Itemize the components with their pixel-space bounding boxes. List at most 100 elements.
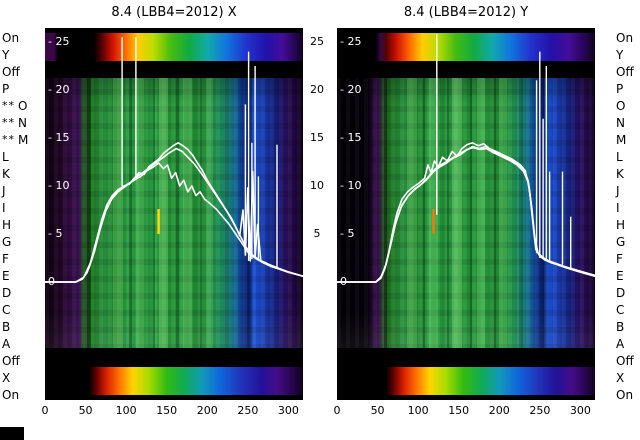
y-tick-inner: 0 xyxy=(48,275,55,288)
channel-label-a-18: A xyxy=(616,337,640,351)
channel-labels-right: On Y Off P O N M L K J I H G F E D C B A Off X On xyxy=(616,31,640,402)
channel-label-off-19: Off xyxy=(2,354,42,368)
channel-label-text: H xyxy=(616,218,626,232)
channel-label-text: I xyxy=(2,201,6,215)
channel-label-text: L xyxy=(616,150,623,164)
x-tick-label: 150 xyxy=(448,404,470,417)
x-tick-label: 100 xyxy=(407,404,429,417)
y-axis-gap-labels: 25 20 15 10 5 xyxy=(299,28,335,400)
channel-label-text: X xyxy=(2,371,11,385)
plot-title-x: 8.4 (LBB4=2012) X xyxy=(111,5,237,20)
channel-label-text: P xyxy=(616,82,624,96)
heatmap-stripe xyxy=(429,78,438,348)
channel-label-off-2: Off xyxy=(2,65,42,79)
x-tick-label: 50 xyxy=(78,404,93,417)
channel-label-text: X xyxy=(616,371,625,385)
heatmap-stripe xyxy=(176,78,179,348)
heatmap-stripe xyxy=(182,78,192,348)
channel-label-e-14: E xyxy=(616,269,640,283)
plot-title-y: 8.4 (LBB4=2012) Y xyxy=(403,5,529,20)
y-tick-inner: 0 xyxy=(340,275,347,288)
heatmap-stripe xyxy=(499,78,507,348)
x-tick-label: 100 xyxy=(115,404,137,417)
channel-label-on-21: On xyxy=(2,388,42,402)
channel-label-n-5: N xyxy=(616,116,640,130)
heatmap-stripe xyxy=(423,78,426,348)
spectrogram-panel-x[interactable]: - 25 - 20 - 15 - 10 - 5 0 xyxy=(45,28,303,400)
colorbar-bottom xyxy=(337,367,595,395)
channel-label-text: N xyxy=(18,116,27,130)
heatmap-stripe xyxy=(384,78,388,348)
channel-labels-left: On Y Off P ** O ** N ** M L K J I H G F E D C B A Off X On xyxy=(2,31,42,402)
spectrogram-main xyxy=(45,78,303,348)
x-tick-label: 0 xyxy=(333,404,341,417)
y-tick-inner: - 25 xyxy=(48,35,70,48)
channel-label-h-11: H xyxy=(616,218,640,232)
heatmap-stripe xyxy=(152,78,156,348)
x-tick-label: 0 xyxy=(41,404,49,417)
channel-label-f-13: F xyxy=(616,252,640,266)
y-tick-inner: - 15 xyxy=(340,131,362,144)
colorbar-bottom xyxy=(45,367,303,395)
y-tick-center: 20 xyxy=(310,83,324,96)
channel-label-j-9: J xyxy=(616,184,640,198)
colorbar-top xyxy=(45,33,303,61)
channel-label-off-19: Off xyxy=(616,354,640,368)
channel-label-y-1: Y xyxy=(2,48,42,62)
y-tick-inner: - 20 xyxy=(340,83,362,96)
heatmap-stripe xyxy=(406,78,417,348)
heatmap-stripe xyxy=(470,78,473,348)
channel-label-text: B xyxy=(2,320,11,334)
channel-label-text: E xyxy=(616,269,624,283)
spectrogram-panel-y[interactable]: - 25 - 20 - 15 - 10 - 5 0 xyxy=(337,28,595,400)
channel-label-x-20: X xyxy=(2,371,42,385)
channel-label-text: K xyxy=(616,167,624,181)
x-tick-label: 250 xyxy=(237,404,259,417)
channel-label-text: C xyxy=(616,303,625,317)
heatmap-stripe xyxy=(518,78,523,348)
channel-label-b-17: B xyxy=(616,320,640,334)
band-off-bottom xyxy=(45,348,303,367)
y-tick-center: 25 xyxy=(310,35,324,48)
star-flag: ** xyxy=(2,116,15,129)
y-tick-inner: - 25 xyxy=(340,35,362,48)
channel-label-text: On xyxy=(616,31,634,45)
heatmap-stripe xyxy=(199,78,203,348)
channel-label-g-12: G xyxy=(2,235,42,249)
channel-label-off-2: Off xyxy=(616,65,640,79)
channel-label-g-12: G xyxy=(616,235,640,249)
band-off-top xyxy=(45,61,303,78)
channel-label-text: Off xyxy=(2,65,20,79)
x-tick-label: 250 xyxy=(529,404,551,417)
channel-label-l-7: L xyxy=(2,150,42,164)
channel-label-i-10: I xyxy=(2,201,42,215)
channel-label-m-6: ** M xyxy=(2,133,42,147)
channel-label-o-4: ** O xyxy=(2,99,42,113)
channel-label-b-17: B xyxy=(2,320,42,334)
x-axis-ticks-y: 0 50 100 150 200 250 300 xyxy=(334,404,595,418)
channel-label-text: G xyxy=(616,235,626,249)
channel-label-k-8: K xyxy=(2,167,42,181)
channel-label-c-16: C xyxy=(616,303,640,317)
y-tick-inner: - 20 xyxy=(48,83,70,96)
channel-label-y-1: Y xyxy=(616,48,640,62)
channel-label-text: M xyxy=(18,133,29,147)
channel-label-text: G xyxy=(2,235,12,249)
heatmap-stripe xyxy=(493,78,496,348)
channel-label-text: On xyxy=(2,31,20,45)
channel-label-text: A xyxy=(2,337,11,351)
y-tick-center: 5 xyxy=(313,227,321,240)
channel-label-text: Off xyxy=(616,354,634,368)
channel-label-text: J xyxy=(2,184,6,198)
y-tick-inner: - 10 xyxy=(340,179,362,192)
y-tick-inner: - 10 xyxy=(48,179,70,192)
channel-label-o-4: O xyxy=(616,99,640,113)
y-tick-inner: - 5 xyxy=(340,227,355,240)
channel-label-text: I xyxy=(616,201,620,215)
band-top-black xyxy=(337,28,595,33)
channel-label-x-20: X xyxy=(616,371,640,385)
channel-label-text: On xyxy=(2,388,20,402)
heatmap-stripe xyxy=(87,78,92,348)
x-tick-label: 300 xyxy=(277,404,299,417)
